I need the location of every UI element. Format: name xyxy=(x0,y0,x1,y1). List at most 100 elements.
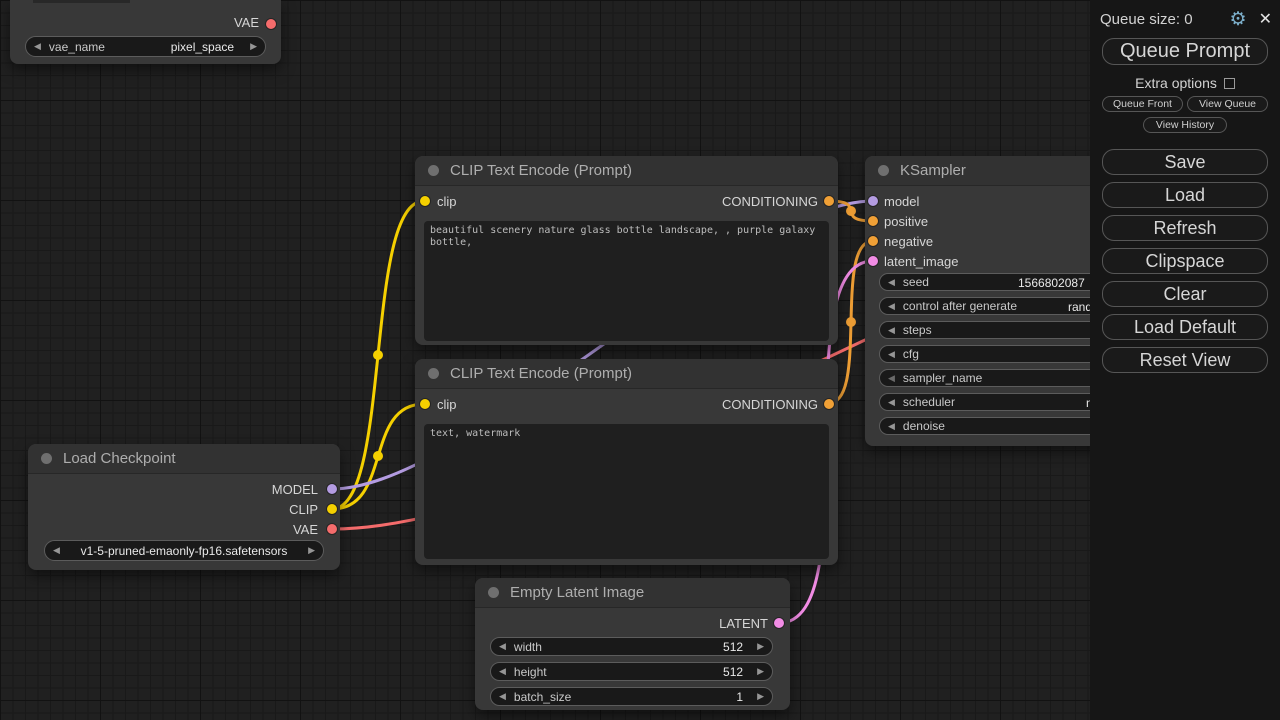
output-label-model: MODEL xyxy=(271,482,318,497)
input-label-model: model xyxy=(884,194,920,209)
output-label-conditioning: CONDITIONING xyxy=(721,397,818,412)
batch-size-widget[interactable]: ◀ batch_size 1 ▶ xyxy=(490,687,773,706)
collapse-dot-icon[interactable] xyxy=(428,165,439,176)
input-port-positive[interactable] xyxy=(868,216,878,226)
node-title: CLIP Text Encode (Prompt) xyxy=(450,365,633,382)
left-arrow-icon[interactable]: ◀ xyxy=(499,641,506,651)
left-arrow-icon[interactable]: ◀ xyxy=(53,545,60,555)
left-arrow-icon[interactable]: ◀ xyxy=(888,372,895,383)
wire-midpoint-dot xyxy=(846,317,856,327)
vae-name-widget[interactable]: ◀ vae_name pixel_space ▶ xyxy=(25,36,266,57)
node-load-checkpoint[interactable]: Load Checkpoint MODEL CLIP VAE ◀ v1-5-pr… xyxy=(28,444,340,570)
clipspace-button[interactable]: Clipspace xyxy=(1102,248,1268,274)
output-port-conditioning[interactable] xyxy=(824,399,834,409)
input-label-clip: clip xyxy=(437,194,457,209)
input-label-negative: negative xyxy=(884,234,934,249)
widget-label: scheduler xyxy=(902,395,955,409)
widget-value: 512 xyxy=(723,639,744,654)
height-widget[interactable]: ◀ height 512 ▶ xyxy=(490,662,773,681)
extra-options-label: Extra options xyxy=(1135,75,1217,91)
left-arrow-icon[interactable]: ◀ xyxy=(888,300,895,311)
left-arrow-icon[interactable]: ◀ xyxy=(34,41,41,51)
input-label-positive: positive xyxy=(884,214,929,229)
extra-options-checkbox[interactable] xyxy=(1223,77,1235,89)
output-port-vae[interactable] xyxy=(266,19,276,29)
node-clip-text-encode-positive[interactable]: CLIP Text Encode (Prompt) clip CONDITION… xyxy=(415,156,838,345)
cut-widget-stub xyxy=(33,0,130,3)
width-widget[interactable]: ◀ width 512 ▶ xyxy=(490,637,773,656)
seed-value: 1566802087 xyxy=(1018,276,1085,290)
queue-front-button[interactable]: Queue Front xyxy=(1102,96,1183,112)
input-port-clip[interactable] xyxy=(420,399,430,409)
widget-label: batch_size xyxy=(513,689,572,704)
output-label-latent: LATENT xyxy=(719,616,768,631)
left-arrow-icon[interactable]: ◀ xyxy=(888,324,895,335)
widget-label: steps xyxy=(902,323,932,337)
output-label-conditioning: CONDITIONING xyxy=(721,194,818,209)
output-port-model[interactable] xyxy=(327,484,337,494)
node-title: Empty Latent Image xyxy=(510,584,645,601)
collapse-dot-icon[interactable] xyxy=(41,453,52,464)
load-button[interactable]: Load xyxy=(1102,182,1268,208)
close-icon[interactable]: ✕ xyxy=(1258,10,1272,28)
right-arrow-icon[interactable]: ▶ xyxy=(757,641,764,651)
view-queue-button[interactable]: View Queue xyxy=(1187,96,1268,112)
node-clip-text-encode-negative[interactable]: CLIP Text Encode (Prompt) clip CONDITION… xyxy=(415,359,838,565)
ckpt-name-widget[interactable]: ◀ v1-5-pruned-emaonly-fp16.safetensors ▶ xyxy=(44,540,324,561)
queue-prompt-button[interactable]: Queue Prompt xyxy=(1102,38,1268,65)
left-arrow-icon[interactable]: ◀ xyxy=(888,348,895,359)
refresh-button[interactable]: Refresh xyxy=(1102,215,1268,241)
input-label-latent-image: latent_image xyxy=(884,254,959,269)
input-port-latent-image[interactable] xyxy=(868,256,878,266)
collapse-dot-icon[interactable] xyxy=(488,587,499,598)
left-arrow-icon[interactable]: ◀ xyxy=(499,666,506,676)
widget-label: control after generate xyxy=(902,299,1017,313)
widget-label: width xyxy=(513,639,542,654)
widget-label: vae_name xyxy=(48,39,105,54)
right-arrow-icon[interactable]: ▶ xyxy=(757,691,764,701)
wire-midpoint-dot xyxy=(373,451,383,461)
collapse-dot-icon[interactable] xyxy=(428,368,439,379)
widget-label: denoise xyxy=(902,419,945,433)
right-arrow-icon[interactable]: ▶ xyxy=(757,666,764,676)
widget-value: pixel_space xyxy=(170,39,235,54)
clear-button[interactable]: Clear xyxy=(1102,281,1268,307)
widget-value: 512 xyxy=(723,664,744,679)
output-port-vae[interactable] xyxy=(327,524,337,534)
node-empty-latent-image[interactable]: Empty Latent Image LATENT ◀ width 512 ▶ … xyxy=(475,578,790,710)
collapse-dot-icon[interactable] xyxy=(878,165,889,176)
widget-value: v1-5-pruned-emaonly-fp16.safetensors xyxy=(80,543,288,558)
widget-label: sampler_name xyxy=(902,371,983,385)
left-arrow-icon[interactable]: ◀ xyxy=(499,691,506,701)
save-button[interactable]: Save xyxy=(1102,149,1268,175)
left-arrow-icon[interactable]: ◀ xyxy=(888,396,895,407)
wire-midpoint-dot xyxy=(373,350,383,360)
output-label-vae: VAE xyxy=(292,522,318,537)
right-arrow-icon[interactable]: ▶ xyxy=(250,41,257,51)
left-arrow-icon[interactable]: ◀ xyxy=(888,420,895,431)
input-port-model[interactable] xyxy=(868,196,878,206)
output-label-vae: VAE xyxy=(233,15,259,30)
prompt-textarea[interactable]: beautiful scenery nature glass bottle la… xyxy=(424,221,829,341)
node-title: KSampler xyxy=(900,162,966,179)
node-load-vae[interactable]: VAE ◀ vae_name pixel_space ▶ xyxy=(10,0,281,64)
input-port-clip[interactable] xyxy=(420,196,430,206)
queue-size-label: Queue size: 0 xyxy=(1100,11,1193,28)
output-port-conditioning[interactable] xyxy=(824,196,834,206)
input-label-clip: clip xyxy=(437,397,457,412)
gear-icon[interactable]: ⚙ xyxy=(1229,9,1247,30)
output-port-clip[interactable] xyxy=(327,504,337,514)
comfy-menu-panel: Queue size: 0 ⚙ ✕ Queue Prompt Extra opt… xyxy=(1090,0,1280,720)
view-history-button[interactable]: View History xyxy=(1143,117,1227,133)
output-port-latent[interactable] xyxy=(774,618,784,628)
prompt-textarea[interactable]: text, watermark xyxy=(424,424,829,559)
reset-view-button[interactable]: Reset View xyxy=(1102,347,1268,373)
right-arrow-icon[interactable]: ▶ xyxy=(308,545,315,555)
load-default-button[interactable]: Load Default xyxy=(1102,314,1268,340)
input-port-negative[interactable] xyxy=(868,236,878,246)
output-label-clip: CLIP xyxy=(289,502,318,517)
widget-label: height xyxy=(513,664,547,679)
node-title: CLIP Text Encode (Prompt) xyxy=(450,162,633,179)
left-arrow-icon[interactable]: ◀ xyxy=(888,276,895,287)
